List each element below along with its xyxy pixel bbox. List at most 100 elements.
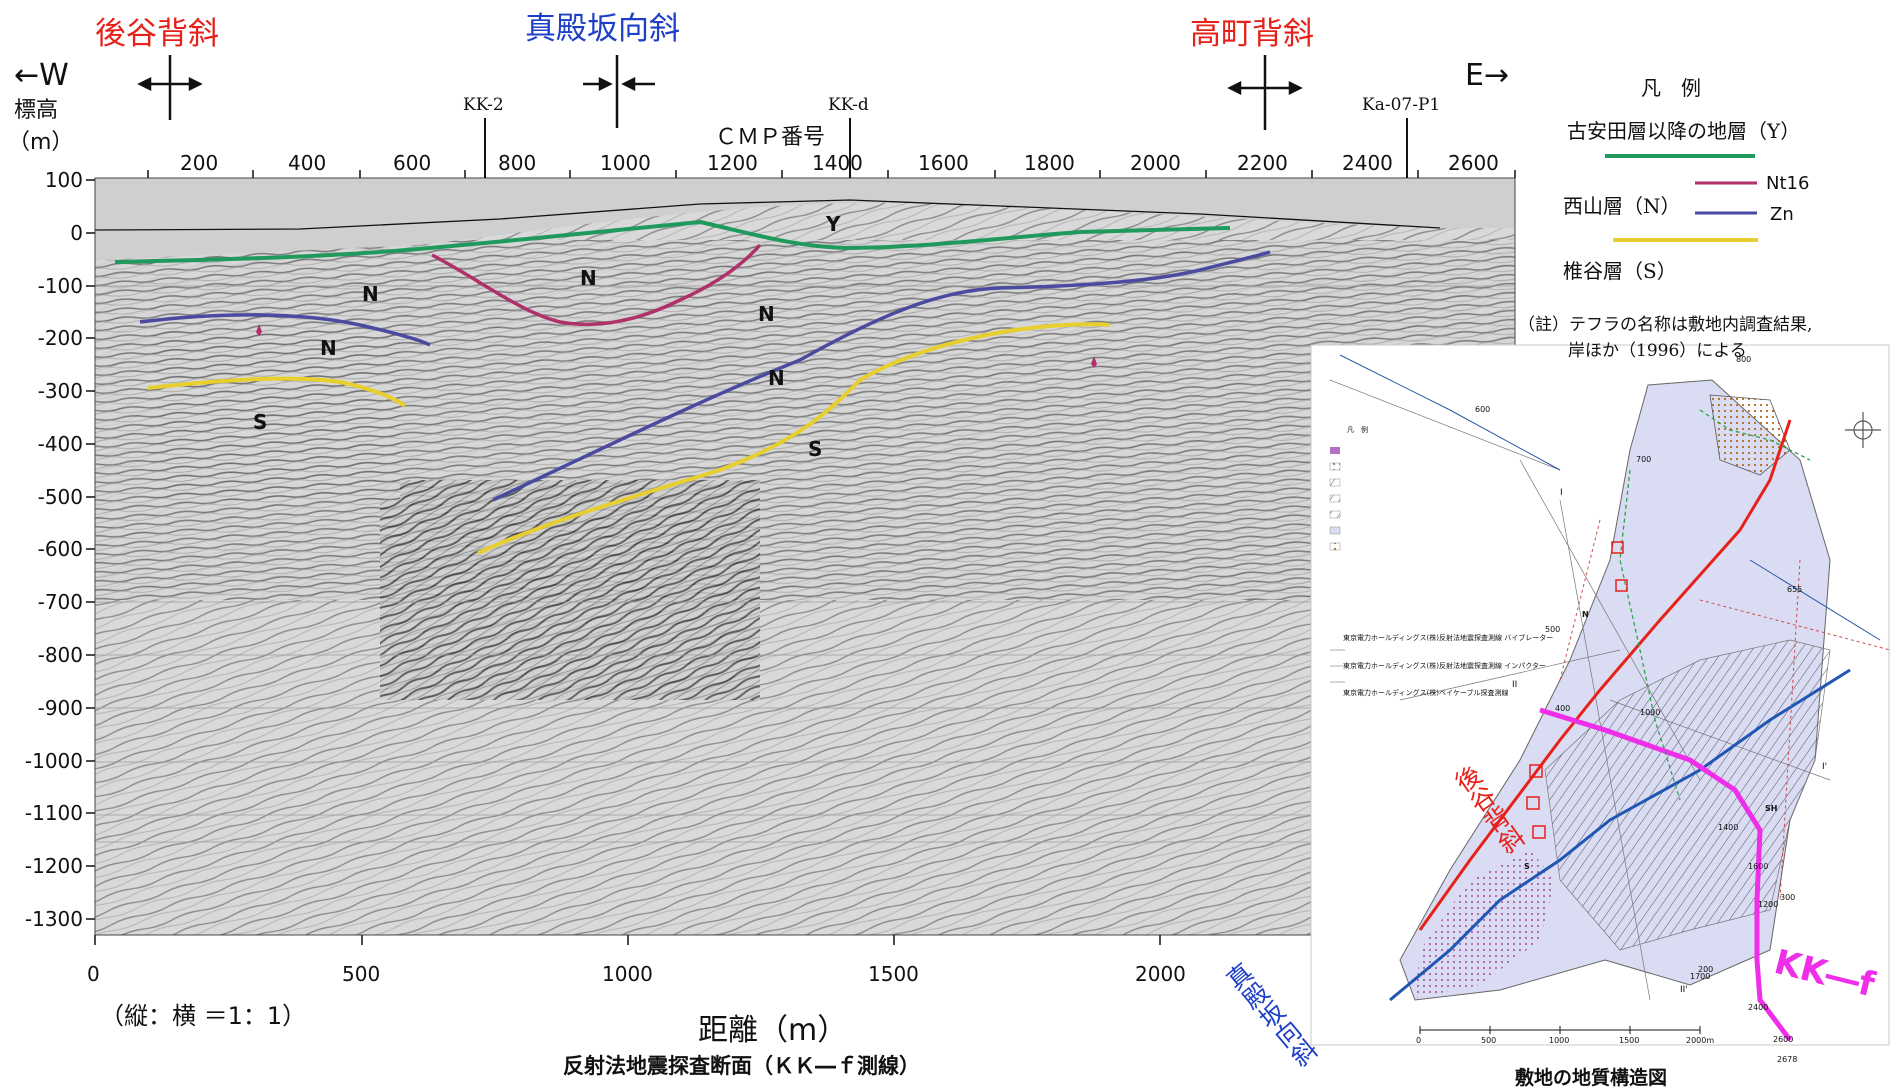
well-lines bbox=[484, 118, 1408, 178]
inset-map-number: 600 bbox=[1475, 405, 1491, 414]
legend-n: 西山層（N） bbox=[1563, 194, 1681, 218]
inset-section-i-prime: I' bbox=[1822, 762, 1828, 772]
structure-arrows bbox=[137, 55, 1303, 130]
well-kkd: KK-d bbox=[828, 95, 869, 115]
distance-tick: 1000 bbox=[602, 962, 653, 986]
legend-title: 凡 例 bbox=[1641, 76, 1701, 100]
inset-map-number: 2678 bbox=[1777, 1055, 1798, 1064]
layer-label-n: N bbox=[320, 336, 337, 360]
inset-map bbox=[1310, 344, 1891, 1046]
inset-map-label-n: N bbox=[1582, 610, 1589, 619]
cmp-tick: 1200 bbox=[707, 151, 758, 175]
cmp-tick: 2600 bbox=[1448, 151, 1499, 175]
left-anticline-label: 後谷背斜 bbox=[95, 16, 219, 52]
inset-map-number: 300 bbox=[1780, 893, 1796, 902]
layer-label-s: S bbox=[808, 437, 823, 461]
inset-map-number: 2600 bbox=[1773, 1035, 1794, 1044]
layer-label-s: S bbox=[253, 410, 268, 434]
distance-tick: 0 bbox=[87, 962, 100, 986]
inset-survey-baycable: 東京電力ホールディングス(株)ベイケーブル探査測線 bbox=[1343, 689, 1509, 697]
horizon-zn bbox=[139, 250, 1271, 502]
cmp-tick: 1800 bbox=[1024, 151, 1075, 175]
inset-map-number: 1000 bbox=[1640, 708, 1661, 717]
horizon-y bbox=[114, 219, 1231, 264]
elev-tick: -1200 bbox=[24, 854, 83, 878]
inset-section-i: I bbox=[1560, 488, 1563, 498]
layer-label-n: N bbox=[580, 266, 597, 290]
seismic-section bbox=[94, 177, 1516, 936]
legend-zn: Zn bbox=[1770, 204, 1794, 225]
legend-lines bbox=[1605, 154, 1758, 242]
elev-tick: -1100 bbox=[24, 801, 83, 825]
inset-map-number: 655 bbox=[1787, 585, 1803, 594]
horizon-s bbox=[147, 322, 1111, 555]
distance-tick: 500 bbox=[342, 962, 381, 986]
inset-map-number: 1700 bbox=[1690, 972, 1711, 981]
inset-map-number: 200 bbox=[1698, 965, 1714, 974]
layer-label-n: N bbox=[758, 302, 775, 326]
elev-tick: -500 bbox=[37, 485, 83, 509]
syncline-label: 真殿坂向斜 bbox=[525, 11, 680, 47]
well-ka07p1: Ka-07-P1 bbox=[1362, 95, 1441, 115]
west-direction: ←W bbox=[14, 58, 69, 93]
inset-scale-tick: 2000m bbox=[1686, 1036, 1715, 1045]
layer-label-y: Y bbox=[826, 212, 841, 236]
cmp-tick: 400 bbox=[288, 151, 327, 175]
inset-map-number: 400 bbox=[1555, 704, 1571, 713]
inset-scale-tick: 1500 bbox=[1619, 1036, 1640, 1045]
inset-scale-tick: 500 bbox=[1481, 1036, 1497, 1045]
inset-map-label-s: S bbox=[1524, 862, 1530, 871]
elevation-tick-marks bbox=[86, 179, 95, 920]
distance-tick-marks bbox=[94, 935, 1161, 945]
legend-nt16: Nt16 bbox=[1766, 173, 1810, 194]
distance-tick: 2000 bbox=[1135, 962, 1186, 986]
cmp-axis-title: ＣＭＰ番号 bbox=[715, 125, 826, 150]
cmp-tick: 600 bbox=[393, 151, 432, 175]
inset-map-number: 700 bbox=[1636, 455, 1652, 464]
y-axis-title: 標高 bbox=[14, 98, 59, 123]
elev-tick: -800 bbox=[37, 643, 83, 667]
elev-tick: -700 bbox=[37, 590, 83, 614]
elev-tick: 0 bbox=[70, 221, 83, 245]
east-direction: E→ bbox=[1465, 58, 1510, 93]
cmp-tick: 1000 bbox=[600, 151, 651, 175]
distance-tick: 1500 bbox=[868, 962, 919, 986]
inset-legend-title: 凡 例 bbox=[1347, 426, 1368, 434]
legend-note-1: （註）テフラの名称は敷地内調査結果, bbox=[1518, 315, 1813, 335]
inset-scale-tick: 1000 bbox=[1549, 1036, 1570, 1045]
elev-tick: -200 bbox=[37, 326, 83, 350]
cmp-tick: 1400 bbox=[812, 151, 863, 175]
tephra-markers bbox=[256, 324, 1097, 368]
inset-map-number: 1200 bbox=[1758, 900, 1779, 909]
inset-section-ii-prime: II' bbox=[1680, 985, 1688, 995]
x-axis-title: 距離（m） bbox=[698, 1013, 848, 1048]
cmp-tick: 2000 bbox=[1130, 151, 1181, 175]
layer-label-n: N bbox=[768, 366, 785, 390]
inset-map-number: 800 bbox=[1736, 355, 1752, 364]
inset-map-number: 1400 bbox=[1718, 823, 1739, 832]
elev-tick: -1300 bbox=[24, 907, 83, 931]
cmp-tick: 800 bbox=[498, 151, 537, 175]
scale-note: （縦：横 ＝1：1） bbox=[100, 1002, 307, 1030]
elev-tick: 100 bbox=[44, 168, 83, 192]
inset-caption: 敷地の地質構造図 bbox=[1515, 1067, 1668, 1089]
elev-tick: -300 bbox=[37, 379, 83, 403]
inset-survey-impactor: 東京電力ホールディングス(株)反射法地震探査測線 インパクター bbox=[1343, 662, 1546, 670]
cmp-tick: 1600 bbox=[918, 151, 969, 175]
inset-map-number: 2400 bbox=[1748, 1003, 1769, 1012]
inset-section-ii: II bbox=[1512, 680, 1518, 690]
north-arrow-icon bbox=[1845, 412, 1881, 448]
inset-scale-tick: 0 bbox=[1416, 1036, 1422, 1045]
inset-map-number: 1600 bbox=[1748, 862, 1769, 871]
elev-tick: -900 bbox=[37, 696, 83, 720]
legend-note-2: 岸ほか（1996）による bbox=[1568, 341, 1747, 361]
cmp-tick-marks bbox=[147, 170, 1516, 178]
well-kk2: KK-2 bbox=[463, 95, 504, 115]
horizon-nt16 bbox=[431, 243, 762, 327]
y-axis-unit: （m） bbox=[8, 130, 74, 155]
inset-map-number: 500 bbox=[1545, 625, 1561, 634]
legend-y: 古安田層以降の地層（Y） bbox=[1567, 119, 1801, 143]
elev-tick: -1000 bbox=[24, 749, 83, 773]
right-anticline-label: 高町背斜 bbox=[1190, 16, 1314, 52]
